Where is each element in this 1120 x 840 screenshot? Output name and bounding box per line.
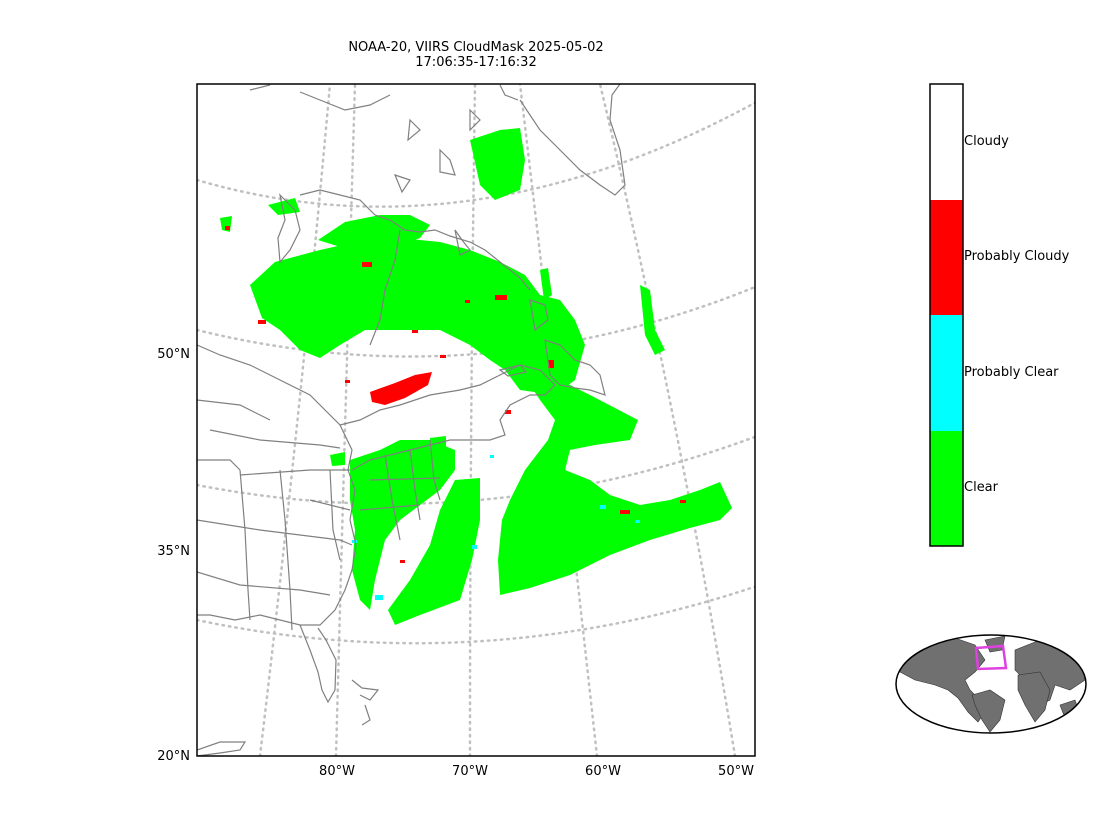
map-title-line1: NOAA-20, VIIRS CloudMask 2025-05-02: [348, 40, 604, 55]
map-frame: [196, 83, 756, 757]
legend-label-cloudy: Cloudy: [964, 134, 1009, 149]
legend-label-probably-clear: Probably Clear: [964, 365, 1059, 380]
lat-tick-label: 50°N: [157, 347, 190, 362]
probably-clear-specks: [352, 455, 640, 600]
lat-tick-label: 20°N: [157, 749, 190, 764]
colorbar-probably-clear: [930, 315, 963, 431]
colorbar-probably-cloudy: [930, 200, 963, 315]
graticule: [197, 84, 755, 756]
legend-label-clear: Clear: [964, 480, 998, 495]
map-title-line2: 17:06:35-17:16:32: [415, 55, 537, 70]
colorbar-clear: [930, 431, 963, 546]
lon-tick-label: 70°W: [452, 764, 488, 779]
overview-region-box: [974, 644, 1008, 671]
probably-cloudy-specks: [225, 226, 686, 563]
lon-tick-label: 50°W: [718, 764, 754, 779]
coastlines: [197, 84, 626, 756]
legend-label-probably-cloudy: Probably Cloudy: [964, 249, 1070, 264]
clear-region: [220, 128, 732, 625]
colorbar-cloudy: [930, 84, 963, 200]
overview-globe: [895, 634, 1087, 734]
colorbar: [929, 83, 964, 547]
lon-tick-label: 80°W: [319, 764, 355, 779]
lon-tick-label: 60°W: [585, 764, 621, 779]
lat-tick-label: 35°N: [157, 544, 190, 559]
map-area[interactable]: [197, 84, 760, 756]
